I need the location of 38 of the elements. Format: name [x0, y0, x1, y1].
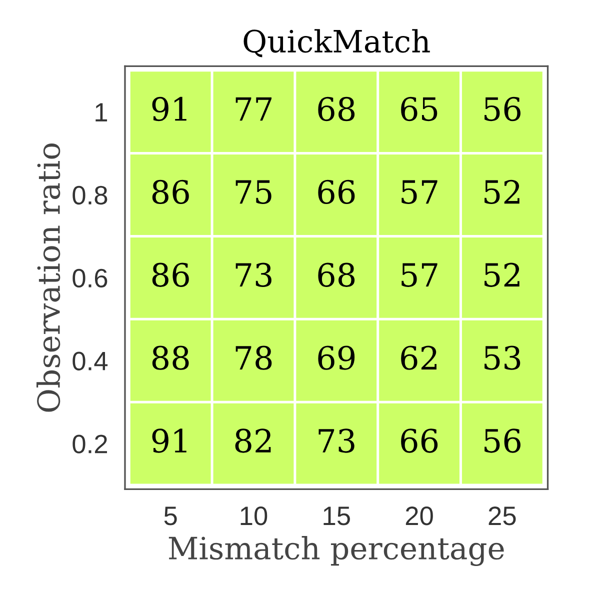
x-axis-title: Mismatch percentage: [168, 536, 504, 566]
x-tick-label: 25: [488, 506, 516, 526]
x-tick-label: 20: [406, 506, 433, 526]
x-tick-label: 15: [324, 506, 350, 526]
y-tick-label: 1: [96, 103, 108, 122]
data-label: 78: [236, 346, 272, 370]
y-tick-label: 0.4: [72, 352, 108, 370]
data-label: 65: [401, 96, 438, 122]
data-label: 88: [152, 346, 189, 370]
data-label: 77: [236, 97, 272, 121]
data-label: 52: [484, 180, 520, 204]
y-tick-label: 0.2: [72, 434, 107, 454]
x-tick-label: 10: [240, 506, 268, 526]
data-label: 82: [235, 428, 271, 453]
data-label: 86: [152, 262, 189, 287]
x-tick-label: 5: [164, 506, 177, 526]
data-label: 62: [401, 346, 436, 370]
chart-title: QuickMatch: [244, 29, 430, 58]
data-label: 69: [318, 346, 355, 370]
data-label: 73: [236, 262, 272, 287]
data-label: 66: [318, 180, 355, 204]
y-axis-title: Observation ratio: [36, 143, 60, 412]
data-label: 86: [152, 180, 189, 204]
data-label: 57: [402, 180, 438, 204]
data-label: 56: [484, 96, 520, 122]
data-label: 56: [484, 428, 520, 453]
data-label: 53: [484, 346, 520, 370]
data-label: 68: [318, 96, 355, 122]
y-tick-label: 0.6: [72, 268, 108, 288]
data-label: 75: [236, 180, 272, 204]
y-tick-label: 0.8: [72, 186, 108, 205]
data-label: 73: [318, 428, 354, 453]
data-label: 68: [318, 262, 355, 287]
data-label: 57: [402, 263, 438, 287]
data-label: 66: [401, 428, 438, 453]
data-label: 91: [152, 428, 186, 453]
data-label: 52: [484, 262, 520, 287]
data-label: 91: [152, 96, 186, 122]
